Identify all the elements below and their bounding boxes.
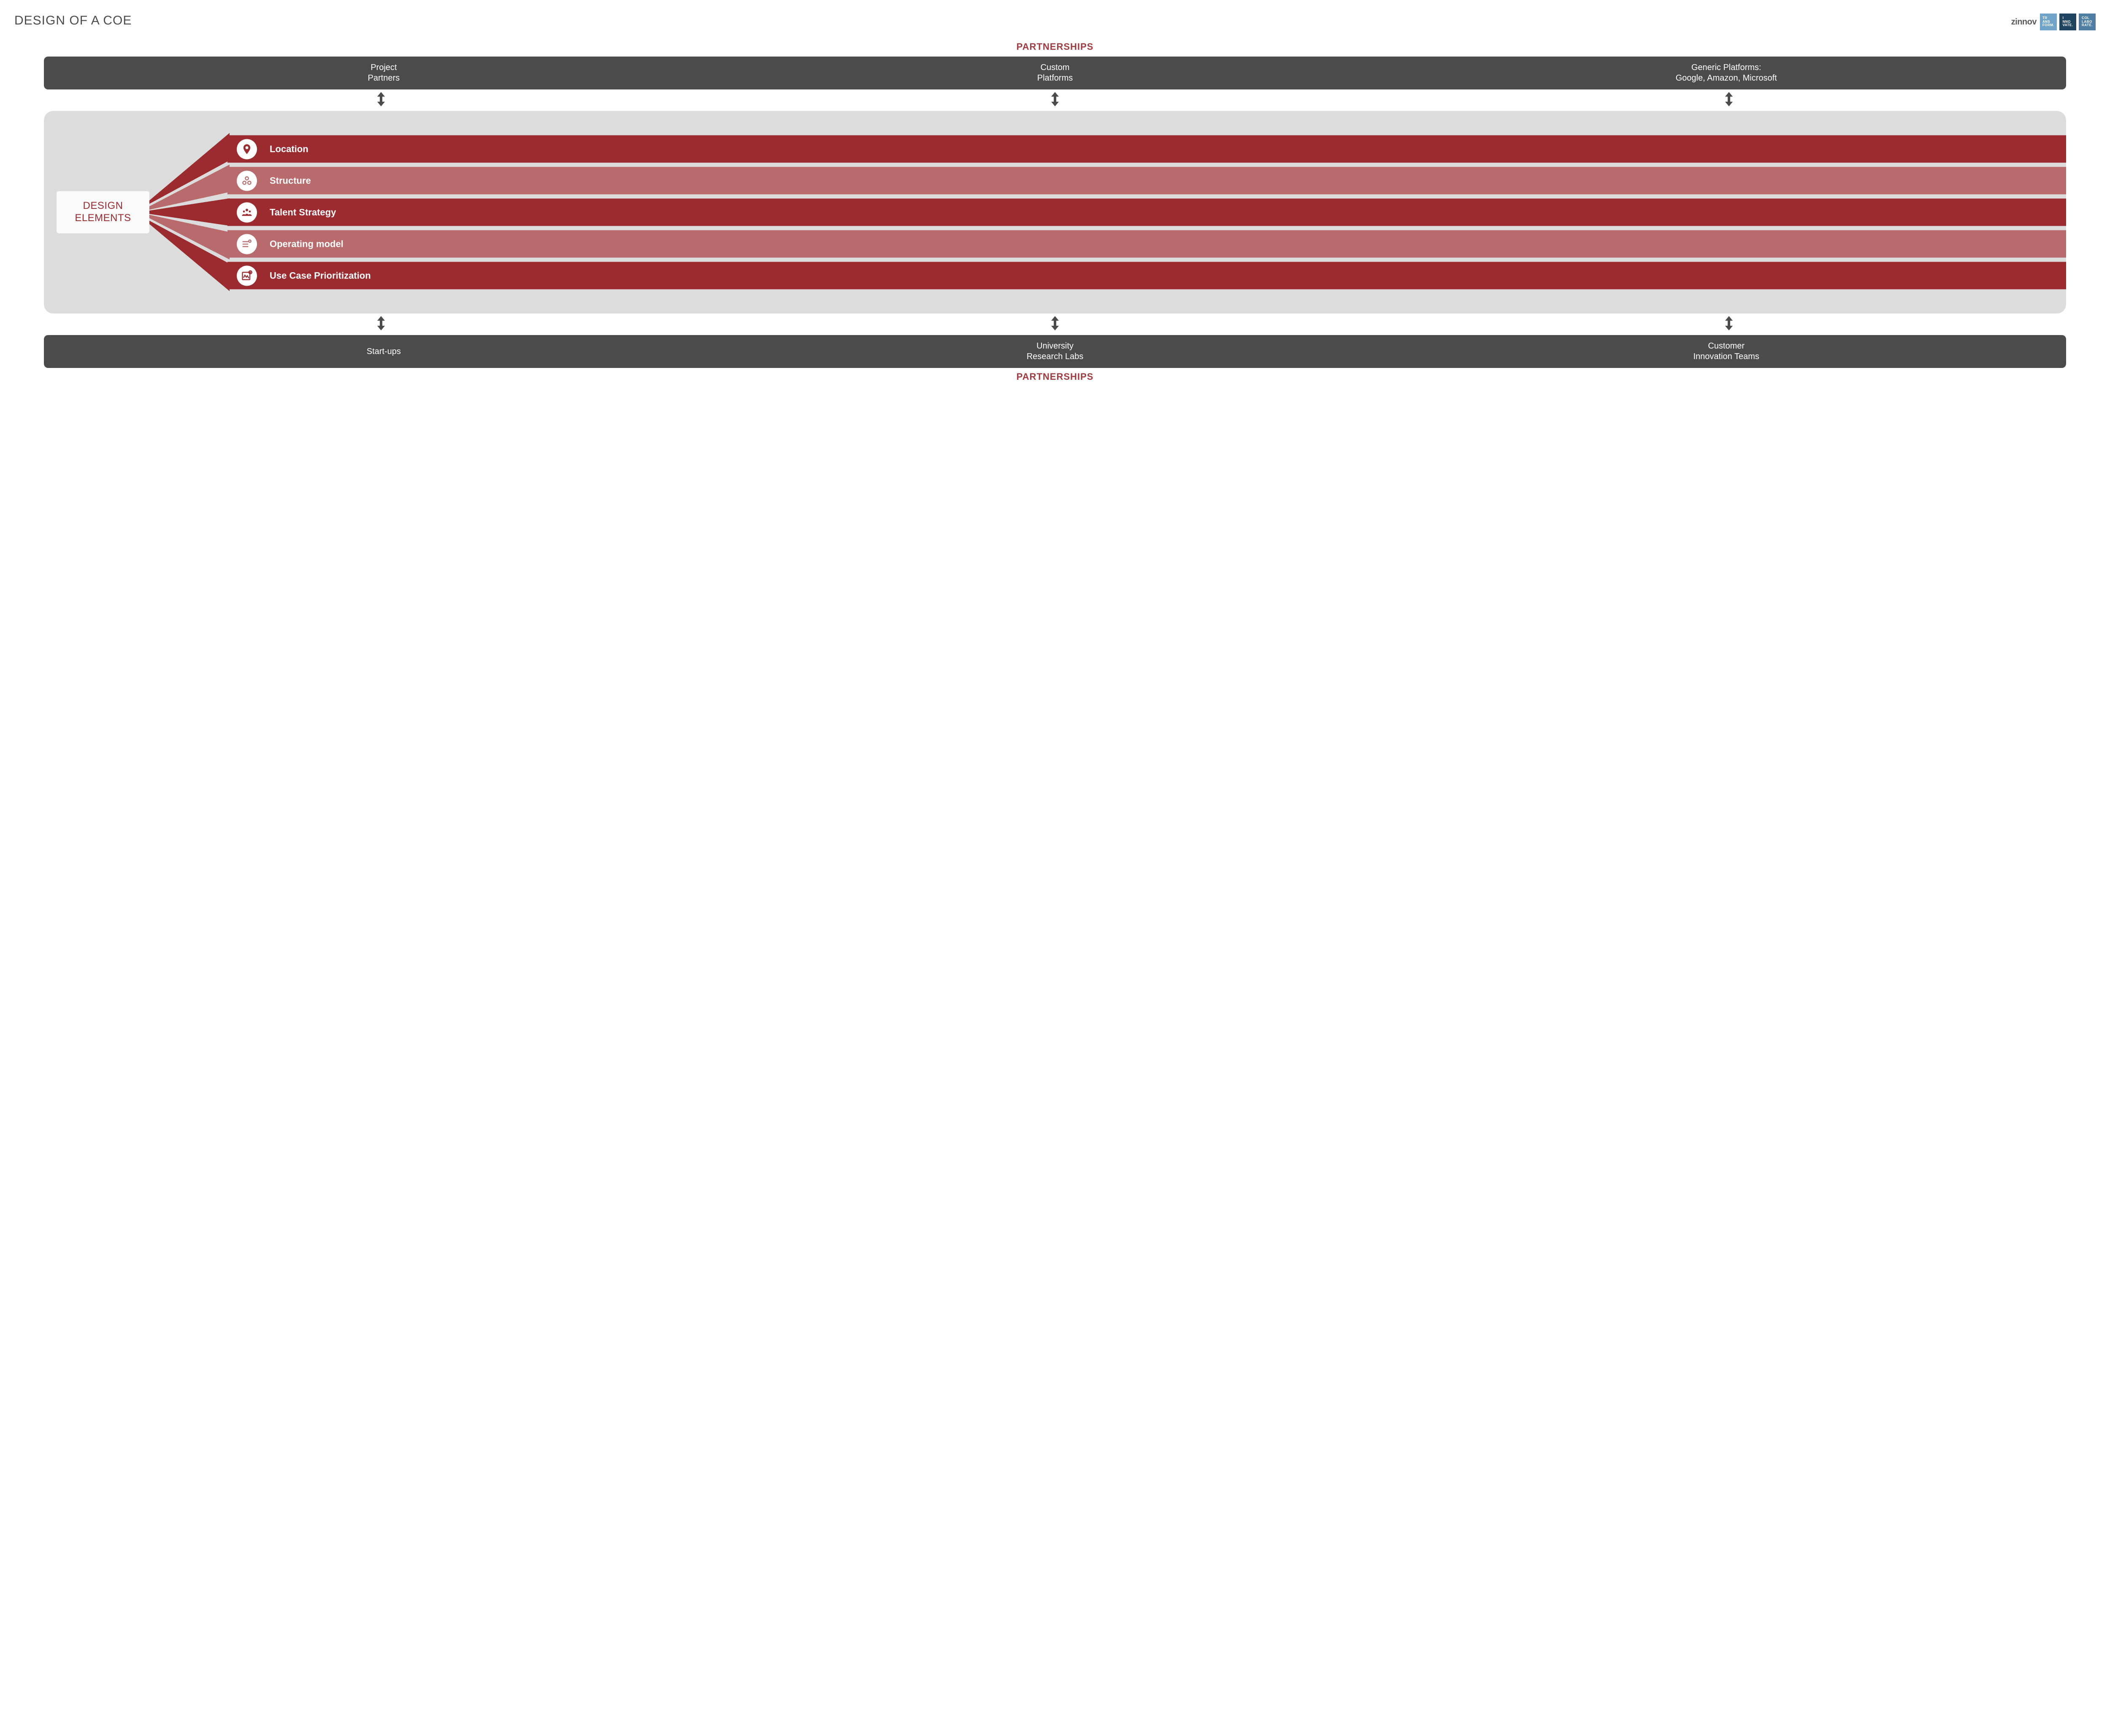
brand-badge-collaborate: COL LABO RATE. — [2079, 14, 2096, 30]
arrow-label: Location — [270, 143, 308, 154]
page-title: DESIGN OF A COE — [14, 14, 132, 28]
arrow-talent: Talent Strategy — [227, 199, 2066, 226]
brand-badge-transform: TR ANS FORM. — [2040, 14, 2057, 30]
double-arrow-icon — [377, 92, 385, 106]
partnerships-top-bar: Project Partners Custom Platforms Generi… — [44, 57, 2066, 89]
arrow-operating: Operating model — [227, 230, 2066, 258]
structure-icon — [237, 170, 257, 191]
top-partner-project: Project Partners — [48, 62, 720, 84]
brand-badge-innovate: I NNO VATE. — [2059, 14, 2076, 30]
double-arrow-icon — [1725, 316, 1733, 330]
arrow-label: Structure — [270, 175, 311, 186]
operating-icon — [237, 234, 257, 254]
double-arrow-icon — [1051, 316, 1059, 330]
partnerships-heading-bottom: PARTNERSHIPS — [14, 371, 2096, 382]
bottom-partner-customer: Customer Innovation Teams — [1390, 341, 2062, 362]
arrow-label: Use Case Prioritization — [270, 270, 371, 281]
talent-icon — [237, 202, 257, 222]
double-arrow-icon — [377, 316, 385, 330]
partnerships-bottom-bar: Start-ups University Research Labs Custo… — [44, 335, 2066, 368]
double-arrows-bottom — [44, 316, 2066, 333]
bottom-partner-university: University Research Labs — [720, 341, 1391, 362]
double-arrows-top — [44, 92, 2066, 108]
design-elements-box: DESIGN ELEMENTS — [57, 191, 149, 233]
bottom-partner-startups: Start-ups — [48, 346, 720, 357]
arrow-label: Talent Strategy — [270, 207, 336, 218]
arrow-stack: Location Structure Talent Strategy Opera… — [227, 135, 2066, 289]
center-panel: DESIGN ELEMENTS Location Structure Talen… — [44, 111, 2066, 314]
brand-word: zinnov — [2011, 17, 2037, 27]
arrow-label: Operating model — [270, 238, 344, 249]
double-arrow-icon — [1051, 92, 1059, 106]
location-icon — [237, 139, 257, 159]
arrow-structure: Structure — [227, 167, 2066, 195]
top-partner-generic-platforms: Generic Platforms: Google, Amazon, Micro… — [1390, 62, 2062, 84]
arrow-location: Location — [227, 135, 2066, 163]
fan-connectors — [149, 111, 230, 314]
top-partner-custom-platforms: Custom Platforms — [720, 62, 1391, 84]
header: DESIGN OF A COE zinnov TR ANS FORM. I NN… — [14, 14, 2096, 30]
usecase-icon — [237, 265, 257, 286]
partnerships-heading-top: PARTNERSHIPS — [14, 41, 2096, 52]
arrow-usecase: Use Case Prioritization — [227, 262, 2066, 289]
double-arrow-icon — [1725, 92, 1733, 106]
brand-block: zinnov TR ANS FORM. I NNO VATE. COL LABO… — [2011, 14, 2096, 30]
